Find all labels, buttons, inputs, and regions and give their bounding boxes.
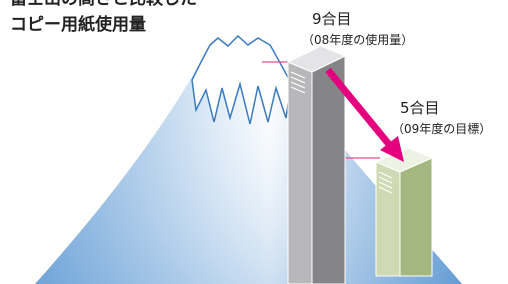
paper-stack-09 [376, 148, 432, 276]
level-label: 9合目 [312, 10, 352, 28]
diagram: 富士山の高さと比較した コピー用紙使用量 9合目 （08年度の使用量） 5合目 … [0, 0, 508, 284]
level-note: （09年度の目標） [392, 121, 491, 136]
title-line: 富士山の高さと比較した [10, 0, 197, 9]
title-line: コピー用紙使用量 [10, 14, 146, 35]
level-label: 5合目 [400, 99, 440, 117]
level-note: （08年度の使用量） [302, 32, 413, 47]
